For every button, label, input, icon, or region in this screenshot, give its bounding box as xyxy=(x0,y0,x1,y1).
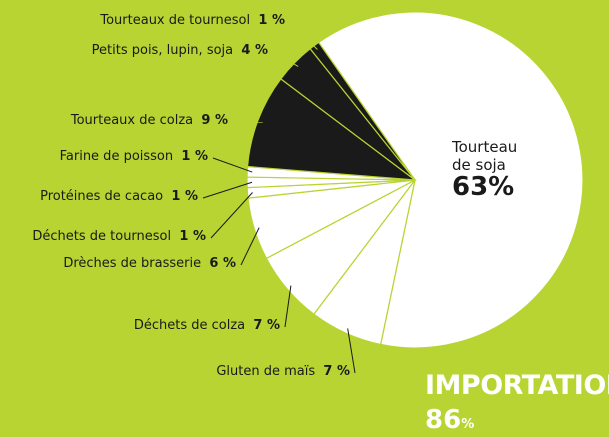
main-slice-label: Tourteau de soja 63% xyxy=(452,138,522,202)
total-value: 86 xyxy=(425,405,462,435)
pie-slice xyxy=(317,11,584,349)
slice-value-label: 7 % xyxy=(323,364,350,379)
pie-slice xyxy=(246,78,418,181)
slice-category: Drèches de brasserie xyxy=(63,256,201,271)
slice-category: Gluten de maïs xyxy=(216,364,315,379)
slice-value-label: 1 % xyxy=(171,189,198,204)
slice-category: Déchets de colza xyxy=(134,318,245,333)
slice-label: Tourteaux de colza 9 % xyxy=(70,113,228,128)
slice-label: Farine de poisson 1 % xyxy=(60,149,208,164)
leader-line xyxy=(347,328,356,374)
slice-category: Petits pois, lupin, soja xyxy=(92,43,233,58)
slice-category: Tourteaux de colza xyxy=(70,113,193,128)
slice-category: Protéines de cacao xyxy=(40,189,163,204)
slice-label: Petits pois, lupin, soja 4 % xyxy=(92,43,268,58)
slice-label: Gluten de maïs 7 % xyxy=(216,364,350,379)
total-unit: % xyxy=(461,417,475,432)
pie-slice xyxy=(309,41,416,181)
slice-value-label: 1 % xyxy=(258,13,285,28)
slice-label: Tourteaux de tournesol 1 % xyxy=(99,13,285,28)
leader-line xyxy=(289,21,318,50)
slice-label: Déchets de tournesol 1 % xyxy=(32,229,206,244)
slice-value-label: 7 % xyxy=(253,318,280,333)
annotation: IMPORTATION xyxy=(425,370,609,401)
slice-value-label: 1 % xyxy=(179,229,206,244)
leader-line xyxy=(240,227,260,266)
slice-category: Farine de poisson xyxy=(60,149,174,164)
leader-line xyxy=(284,285,292,328)
slice-label: Tourteau de soja xyxy=(452,138,518,174)
slice-value-label: 1 % xyxy=(181,149,208,164)
slice-label: Protéines de cacao 1 % xyxy=(40,189,198,204)
slice-value-label: 63% xyxy=(452,172,515,202)
slice-label: Drèches de brasserie 6 % xyxy=(63,256,236,271)
slice-category: Déchets de tournesol xyxy=(32,229,171,244)
total: 86% xyxy=(425,405,474,437)
leader-line xyxy=(212,157,253,173)
leader-line xyxy=(272,51,299,67)
slice-category: Tourteaux de tournesol xyxy=(99,13,250,28)
leader-line xyxy=(210,192,253,239)
slice-label: Déchets de colza 7 % xyxy=(134,318,280,333)
leader-line xyxy=(202,181,253,199)
slice-value-label: 9 % xyxy=(201,113,228,128)
slice-value-label: 6 % xyxy=(209,256,236,271)
slice-value-label: 4 % xyxy=(241,43,268,58)
